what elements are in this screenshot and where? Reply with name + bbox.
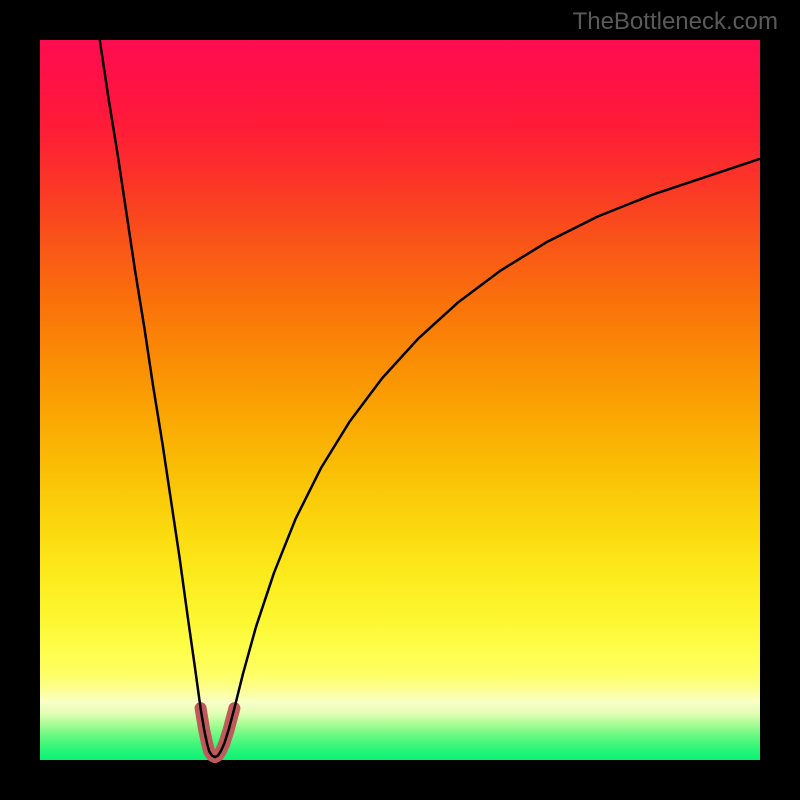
watermark-text: TheBottleneck.com [573,8,778,36]
chart-container: TheBottleneck.com [0,0,800,800]
plot-area [40,40,760,760]
bottleneck-chart [0,0,800,800]
